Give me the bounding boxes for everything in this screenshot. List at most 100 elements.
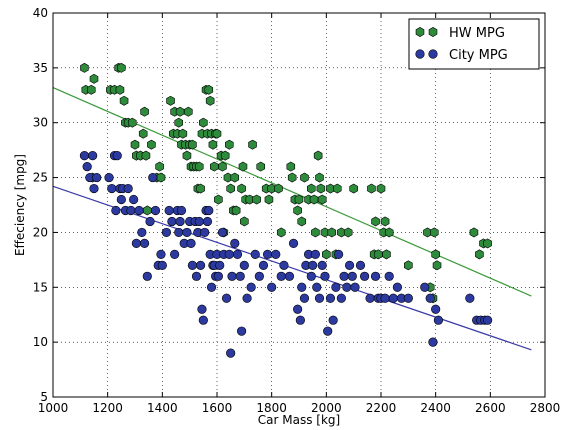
data-point (139, 238, 150, 248)
data-point (306, 271, 316, 281)
y-axis-label: Effeciency [mpg] (13, 154, 27, 256)
data-point (254, 271, 264, 281)
data-point (115, 84, 125, 95)
x-tick-label: 2400 (420, 401, 451, 415)
data-points (79, 62, 493, 358)
data-point (227, 271, 237, 281)
data-point (315, 172, 324, 183)
data-point (325, 293, 336, 303)
data-point (314, 293, 325, 303)
data-point (131, 238, 141, 248)
data-point (213, 271, 223, 281)
data-point (119, 95, 129, 106)
data-point (191, 271, 202, 281)
data-point (174, 227, 184, 238)
data-point (284, 271, 295, 281)
data-point (111, 205, 121, 216)
data-point (322, 249, 331, 260)
data-point (140, 106, 149, 117)
data-point (475, 249, 484, 260)
data-point (469, 227, 479, 238)
data-point (334, 249, 344, 259)
data-point (202, 216, 213, 227)
data-point (230, 238, 240, 248)
data-point (308, 260, 318, 270)
data-point (194, 161, 204, 172)
data-point (187, 260, 197, 270)
data-point (145, 216, 155, 227)
data-point (331, 282, 341, 292)
data-point (430, 227, 439, 238)
data-point (155, 161, 164, 172)
data-point (392, 282, 403, 292)
data-point (80, 62, 89, 73)
data-point (350, 282, 360, 292)
data-point (214, 194, 223, 205)
data-point (156, 249, 166, 259)
legend: HW MPG City MPG (408, 18, 540, 70)
data-point (107, 183, 117, 194)
data-point (286, 161, 296, 172)
x-tick-label: 1600 (202, 401, 233, 415)
legend-marker (428, 49, 438, 59)
data-point (157, 260, 167, 270)
series-hw-mpg (80, 62, 492, 304)
data-point (388, 293, 398, 303)
data-point (300, 172, 309, 183)
data-point (123, 183, 133, 194)
data-point (293, 205, 302, 216)
x-tick-label: 2600 (475, 401, 506, 415)
data-point (174, 117, 184, 128)
data-point (380, 216, 390, 227)
data-point (134, 205, 144, 216)
x-tick-label: 1800 (256, 401, 287, 415)
data-point (218, 161, 227, 172)
data-point (150, 205, 161, 216)
data-point (116, 194, 126, 205)
data-point (287, 172, 297, 183)
data-point (403, 293, 413, 303)
data-point (307, 183, 316, 194)
plot-area (53, 13, 545, 397)
data-point (199, 117, 208, 128)
data-point (182, 150, 192, 161)
data-point (137, 227, 147, 238)
data-point (89, 183, 99, 194)
data-point (92, 172, 102, 183)
data-point (312, 282, 322, 292)
data-point (483, 315, 493, 325)
data-point (344, 260, 355, 270)
data-point (256, 161, 266, 172)
data-point (167, 216, 177, 227)
series-city-mpg (79, 151, 493, 358)
data-point (339, 271, 349, 281)
data-point (258, 260, 269, 270)
y-tick-label: 10 (33, 335, 48, 349)
data-point (126, 205, 136, 216)
data-point (428, 337, 438, 347)
data-point (373, 249, 383, 260)
data-point (384, 271, 394, 281)
data-point (317, 260, 327, 270)
x-tick-label: 2200 (366, 401, 397, 415)
data-point (246, 282, 256, 292)
data-point (170, 249, 180, 259)
data-point (274, 183, 283, 194)
data-point (176, 205, 187, 216)
data-point (240, 216, 249, 227)
legend-label: HW MPG (449, 26, 505, 41)
data-point (235, 271, 245, 281)
data-point (206, 282, 217, 292)
data-point (342, 282, 352, 292)
data-point (336, 293, 346, 303)
data-point (196, 260, 206, 270)
data-point (188, 139, 197, 150)
data-point (376, 183, 386, 194)
data-point (220, 150, 230, 161)
data-point (295, 315, 305, 325)
y-tick-label: 35 (33, 61, 48, 75)
data-point (360, 271, 370, 281)
data-point (127, 117, 137, 128)
data-point (194, 216, 204, 227)
data-point (355, 260, 366, 270)
